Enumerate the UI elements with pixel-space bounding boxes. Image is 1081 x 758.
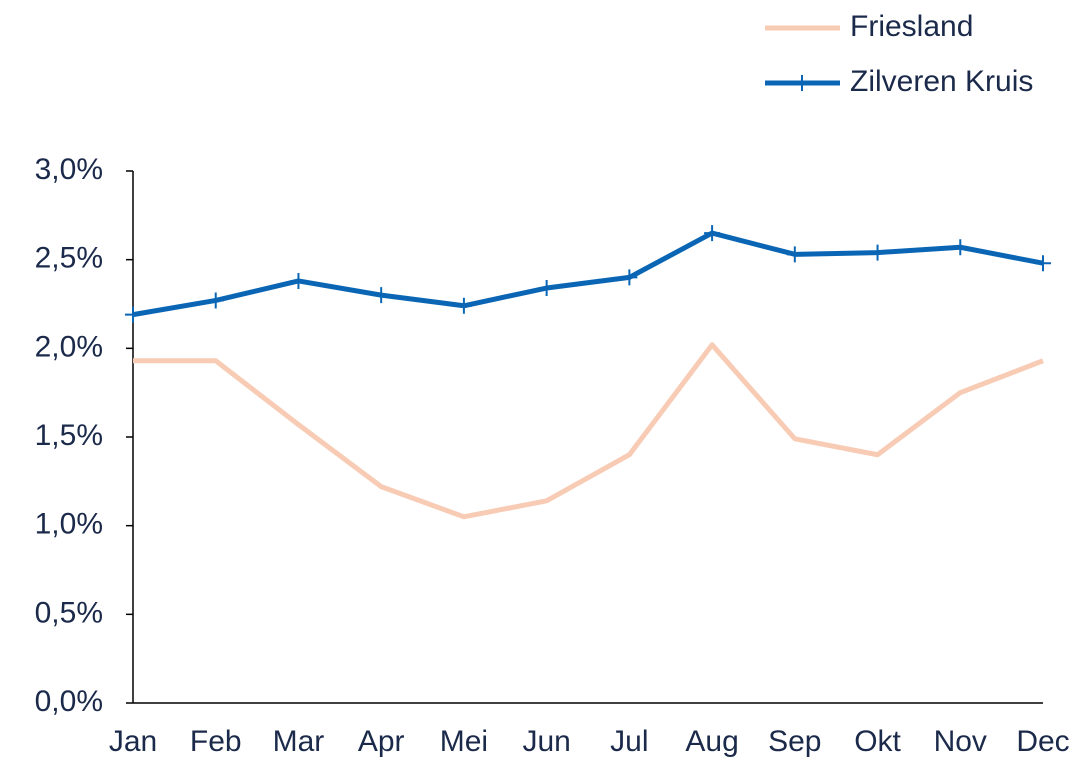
y-tick-label: 1,0% bbox=[35, 508, 103, 541]
x-tick-label: Jan bbox=[109, 725, 157, 758]
point-marker bbox=[455, 297, 472, 314]
point-marker bbox=[704, 225, 721, 242]
legend-label: Friesland bbox=[850, 10, 973, 43]
x-tick-label: Feb bbox=[190, 725, 242, 758]
y-tick-label: 1,5% bbox=[35, 419, 103, 452]
x-tick-label: Apr bbox=[358, 725, 405, 758]
point-marker bbox=[786, 246, 803, 263]
x-tick-label: Mei bbox=[440, 725, 488, 758]
legend-label: Zilveren Kruis bbox=[850, 65, 1033, 98]
point-marker bbox=[290, 272, 307, 289]
point-marker bbox=[1035, 255, 1051, 272]
x-tick-label: Jun bbox=[522, 725, 570, 758]
x-tick-label: Okt bbox=[854, 725, 901, 758]
point-marker bbox=[621, 269, 638, 286]
x-tick-label: Sep bbox=[768, 725, 821, 758]
x-tick-label: Aug bbox=[685, 725, 738, 758]
point-marker bbox=[869, 244, 886, 261]
x-tick-label: Dec bbox=[1016, 725, 1069, 758]
point-marker bbox=[538, 280, 555, 297]
x-tick-label: Nov bbox=[934, 725, 987, 758]
point-marker bbox=[952, 239, 969, 256]
point-marker bbox=[125, 306, 141, 323]
point-marker bbox=[207, 292, 224, 309]
series-line bbox=[133, 342, 1044, 520]
y-tick-label: 2,0% bbox=[35, 330, 103, 363]
x-tick-label: Mar bbox=[273, 725, 325, 758]
y-tick-label: 2,5% bbox=[35, 242, 103, 275]
y-tick-label: 0,0% bbox=[35, 685, 103, 718]
x-tick-label: Jul bbox=[610, 725, 648, 758]
y-tick-label: 0,5% bbox=[35, 596, 103, 629]
point-marker bbox=[373, 287, 390, 304]
y-tick-label: 3,0% bbox=[35, 153, 103, 186]
series-line bbox=[132, 230, 1044, 318]
